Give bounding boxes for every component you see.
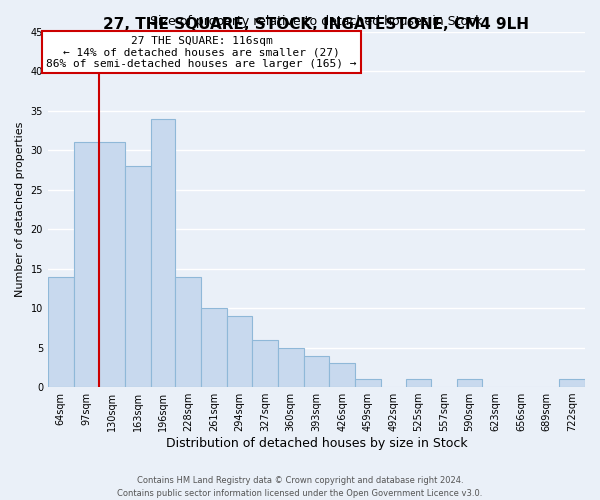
Bar	[253, 340, 278, 387]
Title: 27, THE SQUARE, STOCK, INGATESTONE, CM4 9LH: 27, THE SQUARE, STOCK, INGATESTONE, CM4 …	[103, 17, 529, 32]
Bar	[406, 379, 431, 387]
Bar	[201, 308, 227, 387]
Bar	[278, 348, 304, 387]
Bar	[457, 379, 482, 387]
Bar	[48, 276, 74, 387]
Bar	[227, 316, 253, 387]
Bar	[125, 166, 151, 387]
Text: Contains HM Land Registry data © Crown copyright and database right 2024.
Contai: Contains HM Land Registry data © Crown c…	[118, 476, 482, 498]
Bar	[74, 142, 99, 387]
Bar	[175, 276, 201, 387]
Text: Size of property relative to detached houses in Stock: Size of property relative to detached ho…	[150, 16, 482, 28]
Text: 27 THE SQUARE: 116sqm
← 14% of detached houses are smaller (27)
86% of semi-deta: 27 THE SQUARE: 116sqm ← 14% of detached …	[46, 36, 356, 69]
X-axis label: Distribution of detached houses by size in Stock: Distribution of detached houses by size …	[166, 437, 467, 450]
Bar	[99, 142, 125, 387]
Bar	[355, 379, 380, 387]
Bar	[304, 356, 329, 387]
Bar	[151, 118, 175, 387]
Bar	[559, 379, 585, 387]
Y-axis label: Number of detached properties: Number of detached properties	[15, 122, 25, 297]
Bar	[329, 364, 355, 387]
